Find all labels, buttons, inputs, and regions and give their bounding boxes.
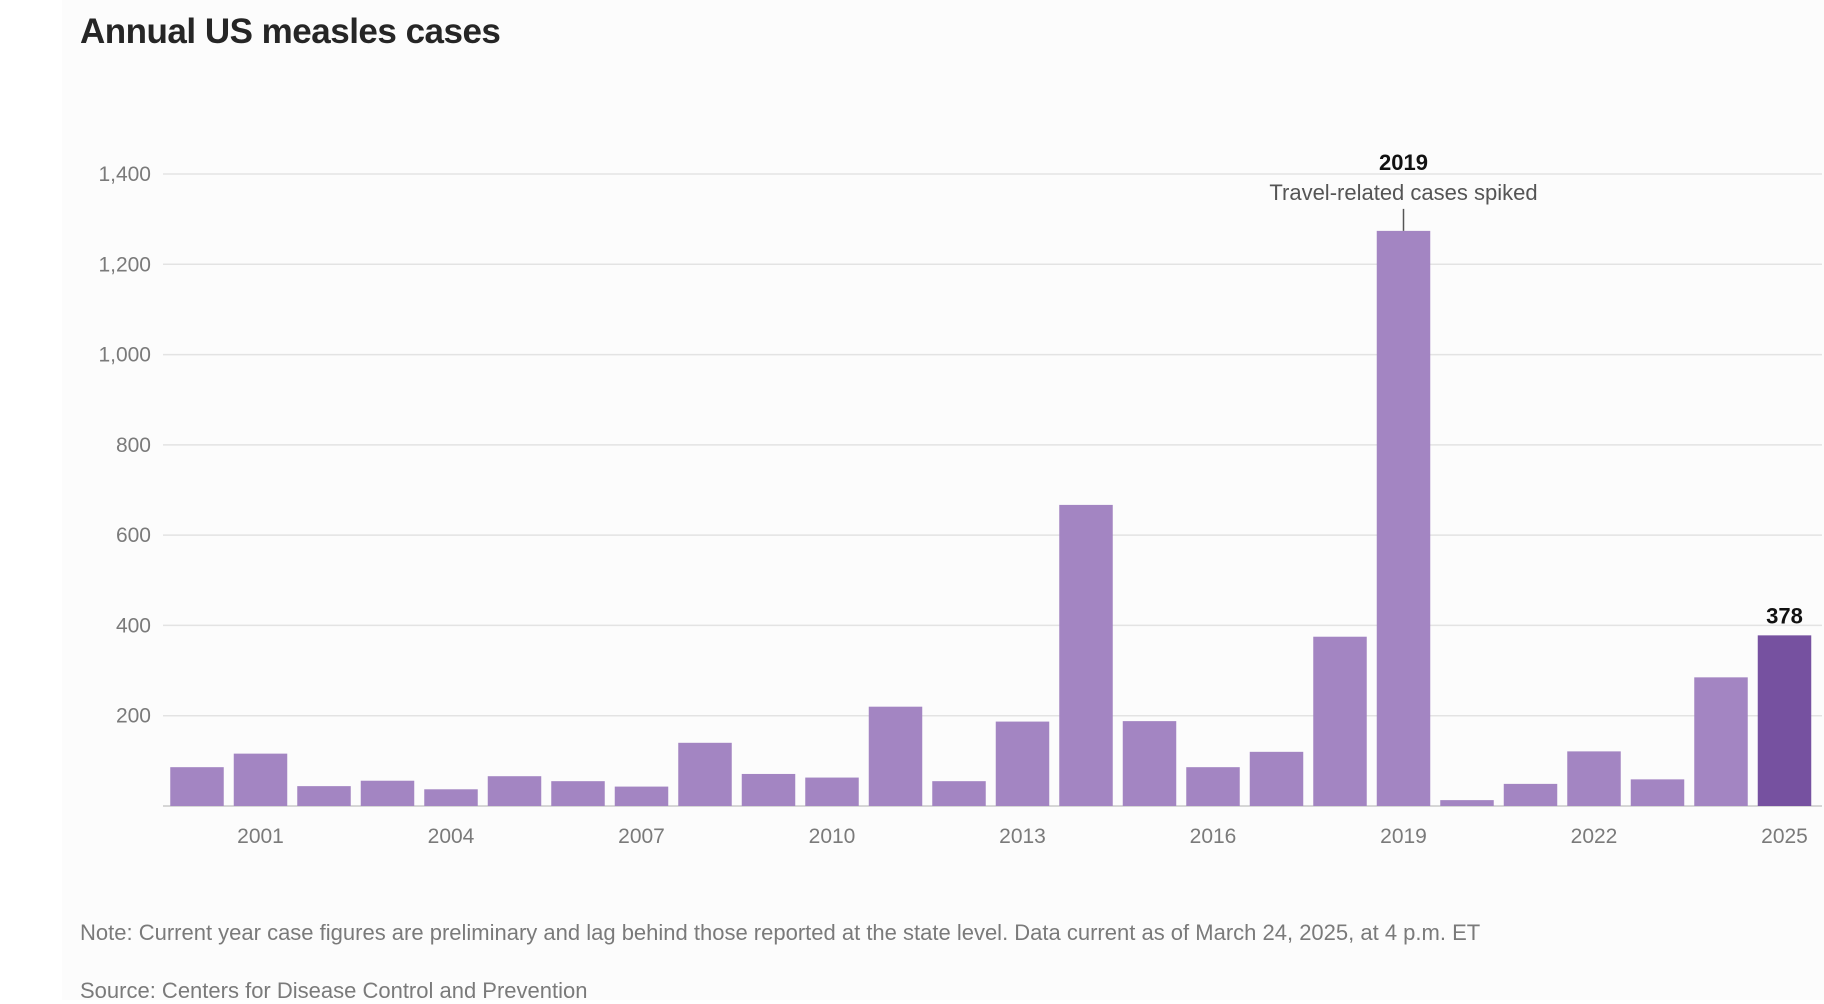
bar-2014 bbox=[1059, 504, 1113, 806]
x-tick-label: 2013 bbox=[999, 825, 1046, 848]
bar-2006 bbox=[551, 781, 605, 806]
bar-2015 bbox=[1122, 721, 1177, 806]
bar-2024 bbox=[1694, 677, 1748, 806]
y-tick-label: 400 bbox=[116, 614, 151, 637]
bar-2025 bbox=[1757, 635, 1812, 806]
bar-2011 bbox=[868, 706, 923, 806]
bar-2003 bbox=[360, 780, 415, 806]
y-tick-label: 1,200 bbox=[98, 253, 151, 276]
bar-2002 bbox=[297, 786, 351, 806]
x-tick-label: 2001 bbox=[237, 825, 284, 848]
x-tick-label: 2007 bbox=[618, 825, 665, 848]
annotation-title: 2019 bbox=[1379, 150, 1428, 175]
y-tick-label: 1,000 bbox=[98, 344, 151, 367]
bar-2010 bbox=[805, 777, 859, 806]
bar-2018 bbox=[1313, 636, 1367, 806]
bar-2017 bbox=[1249, 751, 1304, 806]
y-tick-label: 1,400 bbox=[98, 163, 151, 186]
bar-2012 bbox=[932, 781, 986, 806]
chart-source: Source: Centers for Disease Control and … bbox=[80, 978, 588, 1003]
y-tick-label: 600 bbox=[116, 524, 151, 547]
chart-panel bbox=[62, 0, 1824, 1000]
x-tick-label: 2004 bbox=[428, 825, 475, 848]
x-tick-label: 2022 bbox=[1571, 825, 1618, 848]
bar-2001 bbox=[233, 753, 288, 806]
y-tick-label: 800 bbox=[116, 434, 151, 457]
bar-2000 bbox=[170, 767, 224, 806]
bar-2013 bbox=[995, 721, 1050, 806]
bar-2004 bbox=[424, 789, 478, 806]
bar-2007 bbox=[614, 786, 669, 806]
x-tick-label: 2019 bbox=[1380, 825, 1427, 848]
bar-2021 bbox=[1503, 783, 1558, 806]
chart-title: Annual US measles cases bbox=[80, 12, 501, 51]
x-tick-label: 2025 bbox=[1761, 825, 1808, 848]
bar-2008 bbox=[678, 742, 732, 806]
x-tick-label: 2010 bbox=[809, 825, 856, 848]
y-tick-label: 200 bbox=[116, 705, 151, 728]
data-label: 378 bbox=[1766, 603, 1803, 628]
bar-2009 bbox=[741, 773, 796, 806]
chart-note: Note: Current year case figures are prel… bbox=[80, 920, 1481, 945]
bar-2022 bbox=[1567, 751, 1621, 806]
x-tick-label: 2016 bbox=[1190, 825, 1237, 848]
bar-2023 bbox=[1630, 779, 1685, 806]
bar-2020 bbox=[1440, 800, 1494, 806]
bar-2005 bbox=[487, 776, 542, 806]
annotation-text: Travel-related cases spiked bbox=[1269, 180, 1537, 205]
bar-2016 bbox=[1186, 767, 1240, 806]
bar-2019 bbox=[1376, 230, 1431, 806]
